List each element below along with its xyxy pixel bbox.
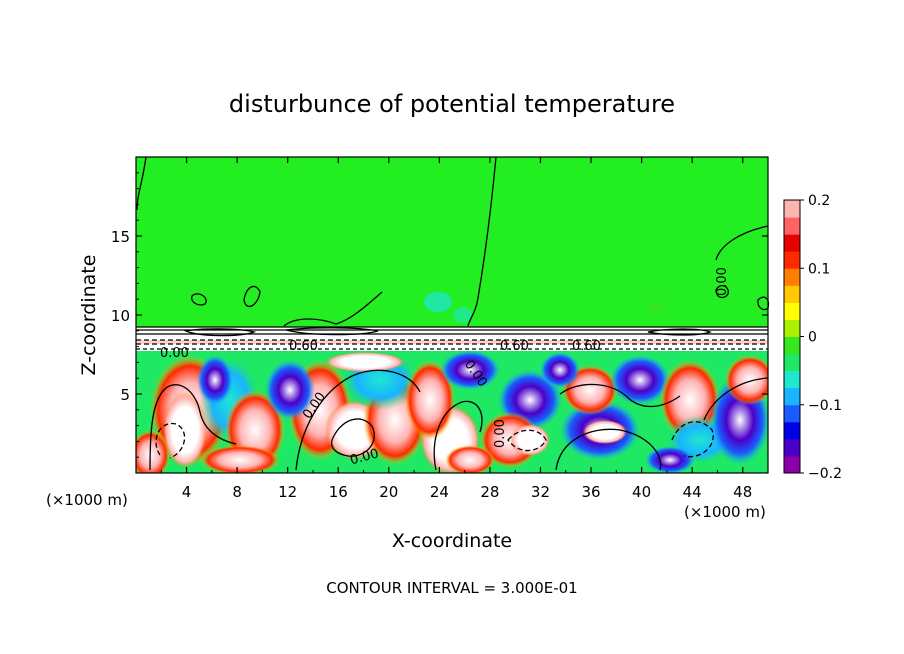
- colorbar-swatch: [784, 370, 800, 389]
- x-tick-label: 44: [683, 483, 702, 501]
- colorbar-swatch: [784, 302, 800, 320]
- x-unit-left: (×1000 m): [46, 491, 128, 509]
- contour-label: 0.00: [349, 446, 381, 468]
- colorbar-swatch: [784, 387, 800, 406]
- eddy-field: [136, 350, 768, 473]
- upper-cyan-patch: [424, 292, 452, 312]
- contour-line: [136, 156, 147, 211]
- x-tick-label: 48: [733, 483, 752, 501]
- colorbar-swatch: [784, 404, 800, 423]
- colorbar-swatch: [784, 234, 800, 252]
- contour-line: [283, 291, 383, 327]
- colorbar-swatch: [784, 336, 800, 355]
- colorbar-swatch: [784, 268, 800, 286]
- colorbar-swatch: [784, 319, 800, 337]
- colorbar-swatch: [784, 438, 800, 457]
- eddy-blob: [510, 424, 550, 456]
- eddy-blob: [583, 420, 627, 444]
- eddy-blob: [325, 352, 405, 372]
- contour-line: [183, 328, 257, 337]
- x-tick-label: 36: [581, 483, 600, 501]
- upper-cyan-patch: [647, 301, 663, 315]
- contour-line: [671, 421, 714, 458]
- y-tick-label: 5: [120, 386, 130, 404]
- colorbar-swatch: [784, 217, 800, 235]
- contour-line: [715, 225, 769, 261]
- eddy-blob: [610, 355, 670, 405]
- y-tick-label: 10: [111, 307, 130, 325]
- colorbar-tick-label: 0.1: [808, 261, 830, 277]
- colorbar: 0.2 0.1 0 −0.1 −0.2: [783, 193, 842, 482]
- contour-label: 0.60: [289, 339, 318, 354]
- upper-cyan-patch: [453, 307, 473, 323]
- eddy-blob: [440, 350, 500, 390]
- colorbar-tick-label: −0.2: [808, 466, 842, 482]
- contour-line: [433, 400, 483, 471]
- contour-line: [467, 156, 497, 327]
- eddy-blob: [540, 352, 580, 388]
- colorbar-tick-label: −0.1: [808, 398, 842, 414]
- eddy-blob: [445, 445, 495, 473]
- colorbar-swatch: [784, 455, 800, 474]
- x-tick-label: 28: [480, 483, 499, 501]
- interface-band-pink: [136, 340, 768, 344]
- colorbar-swatch: [784, 251, 800, 269]
- x-axis: 4 8 12 16 20 24 28 32 36 40 44 48: [160, 157, 752, 501]
- eddy-blob: [645, 446, 695, 473]
- contour-labels: 0.60 0.00 0.60 0.00 0.60 0.00 0.00 0.00 …: [160, 267, 730, 468]
- contour-label: 0.00: [715, 267, 730, 296]
- contour-line: [155, 422, 186, 459]
- colorbar-swatch: [784, 353, 800, 372]
- contour-line: [295, 369, 421, 471]
- x-tick-label: 4: [182, 483, 192, 501]
- contour-line: [715, 284, 729, 299]
- x-axis-label: X-coordinate: [392, 530, 512, 552]
- contour-lines: [136, 156, 770, 471]
- contour-interval: CONTOUR INTERVAL = 3.000E-01: [326, 579, 577, 597]
- chart-title: disturbunce of potential temperature: [229, 90, 675, 118]
- interface-band: [136, 327, 768, 351]
- x-tick-label: 20: [379, 483, 398, 501]
- y-axis-label: Z-coordinate: [78, 255, 100, 376]
- x-tick-label: 16: [329, 483, 348, 501]
- eddy-blob: [265, 360, 315, 420]
- eddy-blob: [725, 355, 768, 405]
- contour-line: [285, 327, 379, 336]
- contour-label: 0.60: [572, 339, 601, 354]
- contour-line: [559, 383, 681, 408]
- eddy-blob: [200, 445, 280, 473]
- colorbar-tick-label: 0.2: [808, 193, 830, 209]
- colorbar-swatch: [784, 285, 800, 303]
- x-tick-label: 8: [232, 483, 242, 501]
- contour-label: 0.00: [160, 346, 189, 361]
- eddy-blob: [136, 430, 170, 473]
- contour-line: [555, 428, 662, 471]
- y-tick-label: 15: [111, 228, 130, 246]
- contour-line: [647, 328, 712, 336]
- contour-line: [330, 418, 375, 457]
- contour-line: [149, 384, 237, 471]
- x-tick-label: 32: [531, 483, 550, 501]
- colorbar-swatch: [784, 200, 800, 218]
- eddy-blob: [163, 392, 207, 468]
- contour-line: [243, 285, 261, 308]
- eddy-blob: [197, 355, 233, 405]
- colorbar-swatch: [784, 421, 800, 440]
- x-tick-label: 40: [632, 483, 651, 501]
- contour-line: [191, 293, 207, 306]
- x-tick-label: 12: [278, 483, 297, 501]
- colorbar-tick-label: 0: [808, 330, 817, 346]
- y-axis: 5 10 15: [111, 172, 768, 458]
- upper-uniform-layer: [136, 157, 768, 329]
- plot-field: [136, 157, 768, 473]
- contour-line: [507, 429, 547, 452]
- x-tick-label: 24: [430, 483, 449, 501]
- x-unit-right: (×1000 m): [684, 503, 766, 521]
- contour-line: [703, 377, 769, 421]
- contour-label: 0.00: [493, 419, 508, 448]
- contour-label: 0.60: [500, 339, 529, 354]
